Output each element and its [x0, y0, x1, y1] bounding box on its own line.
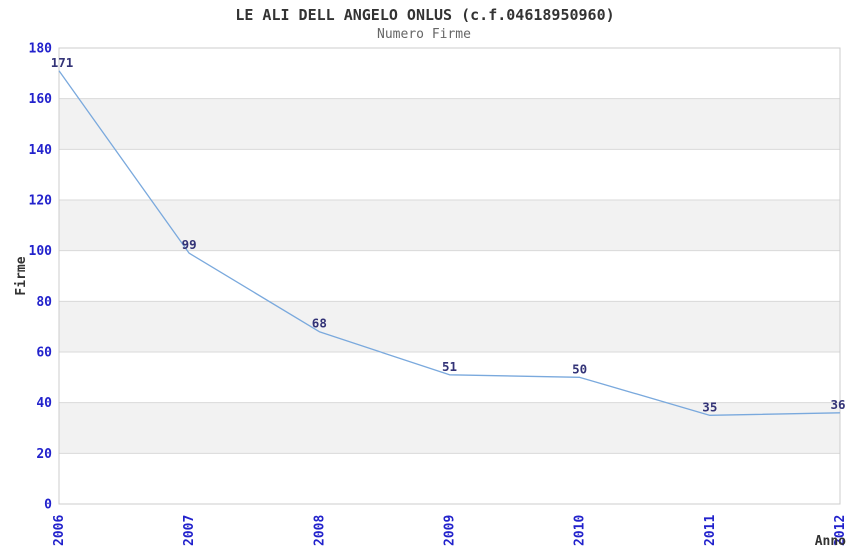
data-line	[58, 70, 841, 416]
plot-band	[59, 301, 840, 352]
x-tick-label: 2012	[833, 515, 848, 546]
y-tick-label: 60	[36, 346, 52, 361]
x-tick-label: 2007	[182, 515, 197, 546]
data-point-label: 36	[830, 397, 845, 412]
y-tick-label: 120	[29, 194, 53, 209]
x-tick-label: 2009	[443, 515, 458, 546]
data-point-label: 99	[182, 237, 197, 252]
plot-band	[59, 200, 840, 251]
data-point-label: 68	[312, 316, 327, 331]
y-tick-label: 180	[29, 42, 53, 57]
y-tick-label: 140	[29, 143, 53, 158]
plot-band	[59, 98, 840, 150]
y-tick-label: 160	[29, 92, 53, 107]
y-tick-label: 40	[36, 396, 52, 411]
x-tick-label: 2006	[52, 515, 67, 546]
data-point-label: 35	[702, 399, 717, 414]
y-axis-title: Firme	[14, 256, 29, 295]
plot-band	[59, 402, 840, 454]
data-point-label: 50	[572, 361, 587, 376]
x-tick-label: 2011	[703, 515, 718, 546]
x-axis-title: Anno	[815, 534, 846, 549]
y-tick-label: 0	[44, 498, 52, 513]
chart-title: LE ALI DELL ANGELO ONLUS (c.f.0461895096…	[235, 6, 614, 24]
x-tick-label: 2010	[573, 515, 588, 546]
y-tick-label: 100	[29, 244, 53, 259]
x-tick-label: 2008	[312, 515, 327, 546]
data-point-label: 51	[442, 359, 457, 374]
chart-subtitle: Numero Firme	[377, 27, 471, 42]
plot-border	[58, 47, 841, 505]
y-tick-label: 20	[36, 447, 52, 462]
plot-area: 0 20 40 60 80 100 120 140 160 180 2006 2007 2008 2009…	[29, 42, 848, 547]
y-tick-label: 80	[36, 295, 52, 310]
data-point-label: 171	[51, 55, 74, 70]
